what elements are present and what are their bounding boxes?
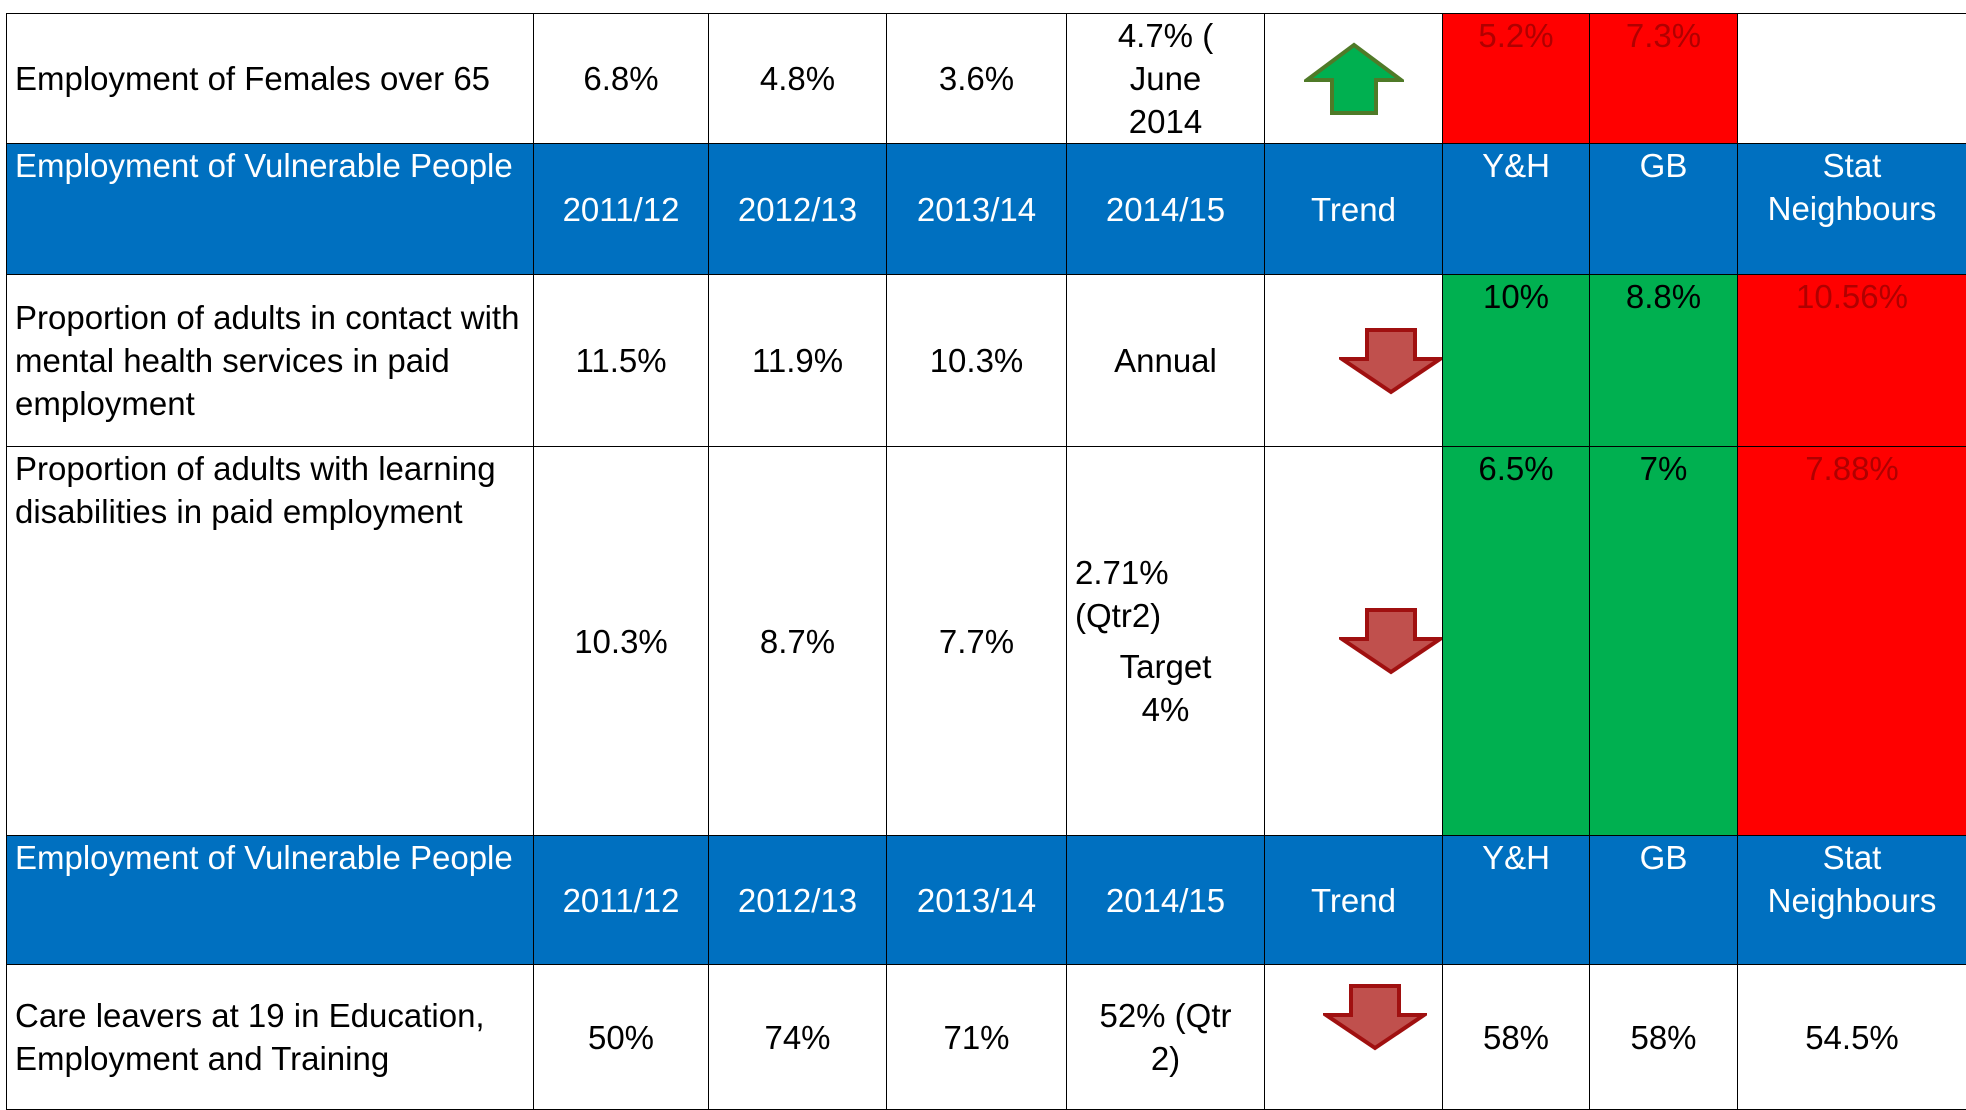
cell: 7% xyxy=(1590,447,1738,836)
header: Employment of Vulnerable People xyxy=(7,144,534,275)
trend xyxy=(1265,14,1443,144)
trend xyxy=(1265,965,1443,1110)
cell: 11.5% xyxy=(534,275,709,447)
header-row: Employment of Vulnerable People 2011/12 … xyxy=(7,836,1966,965)
row: Employment of Females over 65 6.8% 4.8% … xyxy=(7,14,1966,144)
trend xyxy=(1265,447,1443,836)
cell-text: 52% (Qtr 2) xyxy=(1086,994,1246,1080)
label: Employment of Females over 65 xyxy=(7,14,534,144)
cell: 8.7% xyxy=(709,447,887,836)
header: 2011/12 xyxy=(534,144,709,275)
cell: 3.6% xyxy=(887,14,1067,144)
cell: 10% xyxy=(1443,275,1590,447)
header: Stat Neighbours xyxy=(1738,144,1966,275)
cell: 10.3% xyxy=(534,447,709,836)
cell: 7.88% xyxy=(1738,447,1966,836)
cell: 10.56% xyxy=(1738,275,1966,447)
header: 2013/14 xyxy=(887,144,1067,275)
trend xyxy=(1265,275,1443,447)
cell: 4.7% ( June 2014 xyxy=(1067,14,1265,144)
header: 2011/12 xyxy=(534,836,709,965)
header: 2013/14 xyxy=(887,836,1067,965)
cell: 50% xyxy=(534,965,709,1110)
cell-text: 4% xyxy=(1075,688,1256,731)
down-arrow xyxy=(1339,327,1443,395)
header: GB xyxy=(1590,836,1738,965)
header: Trend xyxy=(1265,144,1443,275)
cell: 58% xyxy=(1443,965,1590,1110)
header: Y&H xyxy=(1443,836,1590,965)
header: Y&H xyxy=(1443,144,1590,275)
label: Proportion of adults with learning disab… xyxy=(7,447,534,836)
cell: 8.8% xyxy=(1590,275,1738,447)
indicator-table: Employment of Females over 65 6.8% 4.8% … xyxy=(6,13,1966,1110)
cell-text: Target xyxy=(1075,645,1256,688)
cell: 7.3% xyxy=(1590,14,1738,144)
cell: 6.8% xyxy=(534,14,709,144)
up-arrow xyxy=(1304,42,1404,116)
label: Care leavers at 19 in Education, Employm… xyxy=(7,965,534,1110)
header: 2012/13 xyxy=(709,144,887,275)
cell: 11.9% xyxy=(709,275,887,447)
header: Trend xyxy=(1265,836,1443,965)
row: Care leavers at 19 in Education, Employm… xyxy=(7,965,1966,1110)
cell: 7.7% xyxy=(887,447,1067,836)
cell: 6.5% xyxy=(1443,447,1590,836)
header: 2012/13 xyxy=(709,836,887,965)
label: Proportion of adults in contact with men… xyxy=(7,275,534,447)
row: Proportion of adults in contact with men… xyxy=(7,275,1966,447)
cell: 74% xyxy=(709,965,887,1110)
cell-text: (Qtr2) xyxy=(1075,594,1256,637)
row: Proportion of adults with learning disab… xyxy=(7,447,1966,836)
cell: Annual xyxy=(1067,275,1265,447)
cell-text: 2.71% xyxy=(1075,551,1256,594)
down-arrow xyxy=(1339,607,1443,675)
cell-text: 4.7% ( June 2014 xyxy=(1106,14,1226,143)
cell: 52% (Qtr 2) xyxy=(1067,965,1265,1110)
header: Employment of Vulnerable People xyxy=(7,836,534,965)
down-arrow xyxy=(1323,983,1427,1051)
cell: 58% xyxy=(1590,965,1738,1110)
cell: 5.2% xyxy=(1443,14,1590,144)
header: Stat Neighbours xyxy=(1738,836,1966,965)
header: 2014/15 xyxy=(1067,836,1265,965)
cell: 71% xyxy=(887,965,1067,1110)
cell: 4.8% xyxy=(709,14,887,144)
header-row: Employment of Vulnerable People 2011/12 … xyxy=(7,144,1966,275)
cell: 10.3% xyxy=(887,275,1067,447)
cell xyxy=(1738,14,1966,144)
header: GB xyxy=(1590,144,1738,275)
header: 2014/15 xyxy=(1067,144,1265,275)
cell: 54.5% xyxy=(1738,965,1966,1110)
